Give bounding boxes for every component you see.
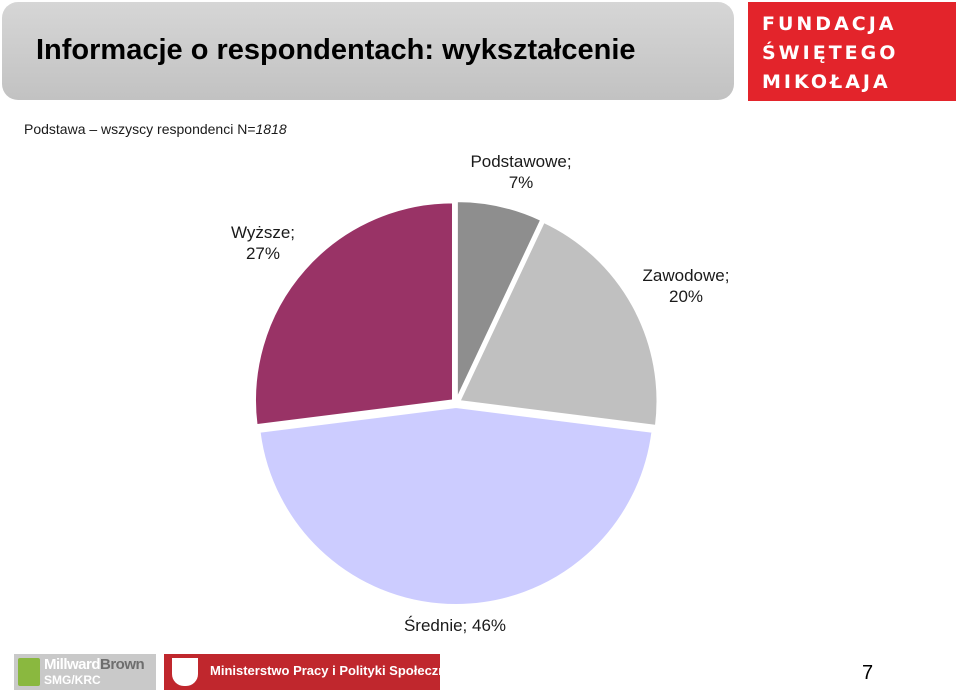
mb-name-b: Brown	[100, 656, 145, 673]
ministry-logo: Ministerstwo Pracy i Polityki Społecznej	[164, 654, 457, 690]
slice-wyzsze	[254, 201, 454, 427]
label-wyzsze: Wyższe; 27%	[231, 222, 295, 264]
label-srednie-name: Średnie; 46%	[403, 616, 507, 635]
title-box: Informacje o respondentach: wykształceni…	[2, 2, 734, 100]
label-wyzsze-value: 27%	[245, 244, 281, 263]
mb-name-a: Millward	[44, 656, 101, 673]
base-note: Podstawa – wszyscy respondenci N=1818	[24, 121, 287, 137]
page-title: Informacje o respondentach: wykształceni…	[36, 34, 636, 66]
label-zawodowe: Zawodowe; 20%	[643, 265, 730, 307]
base-n: 1818	[255, 121, 287, 137]
label-podstawowe-value: 7%	[508, 173, 534, 192]
ministry-name: Ministerstwo Pracy i Polityki Społecznej	[210, 663, 458, 678]
slice-podstawowe	[455, 200, 543, 400]
millward-brown-mark-icon	[18, 658, 40, 686]
label-zawodowe-name: Zawodowe;	[642, 266, 730, 285]
label-podstawowe-name: Podstawowe;	[470, 152, 572, 171]
eagle-emblem-icon	[172, 658, 198, 686]
logo-line-1: FUNDACJA	[762, 13, 897, 35]
slice-zawodowe	[458, 220, 659, 428]
foundation-logo: FUNDACJA ŚWIĘTEGO MIKOŁAJA	[748, 2, 956, 101]
label-zawodowe-value: 20%	[668, 287, 704, 306]
label-podstawowe: Podstawowe; 7%	[470, 151, 571, 193]
page-number: 7	[862, 662, 874, 684]
mb-name: MillwardBrown	[44, 656, 145, 673]
label-wyzsze-name: Wyższe;	[230, 223, 296, 242]
slice-srednie	[258, 405, 654, 606]
millward-brown-logo: MillwardBrown SMG/KRC	[14, 654, 156, 690]
mb-subname: SMG/KRC	[44, 673, 101, 687]
base-prefix: Podstawa – wszyscy respondenci N=	[24, 121, 256, 137]
label-srednie: Średnie; 46%	[404, 615, 506, 636]
logo-line-3: MIKOŁAJA	[762, 71, 891, 93]
logo-line-2: ŚWIĘTEGO	[762, 42, 899, 64]
